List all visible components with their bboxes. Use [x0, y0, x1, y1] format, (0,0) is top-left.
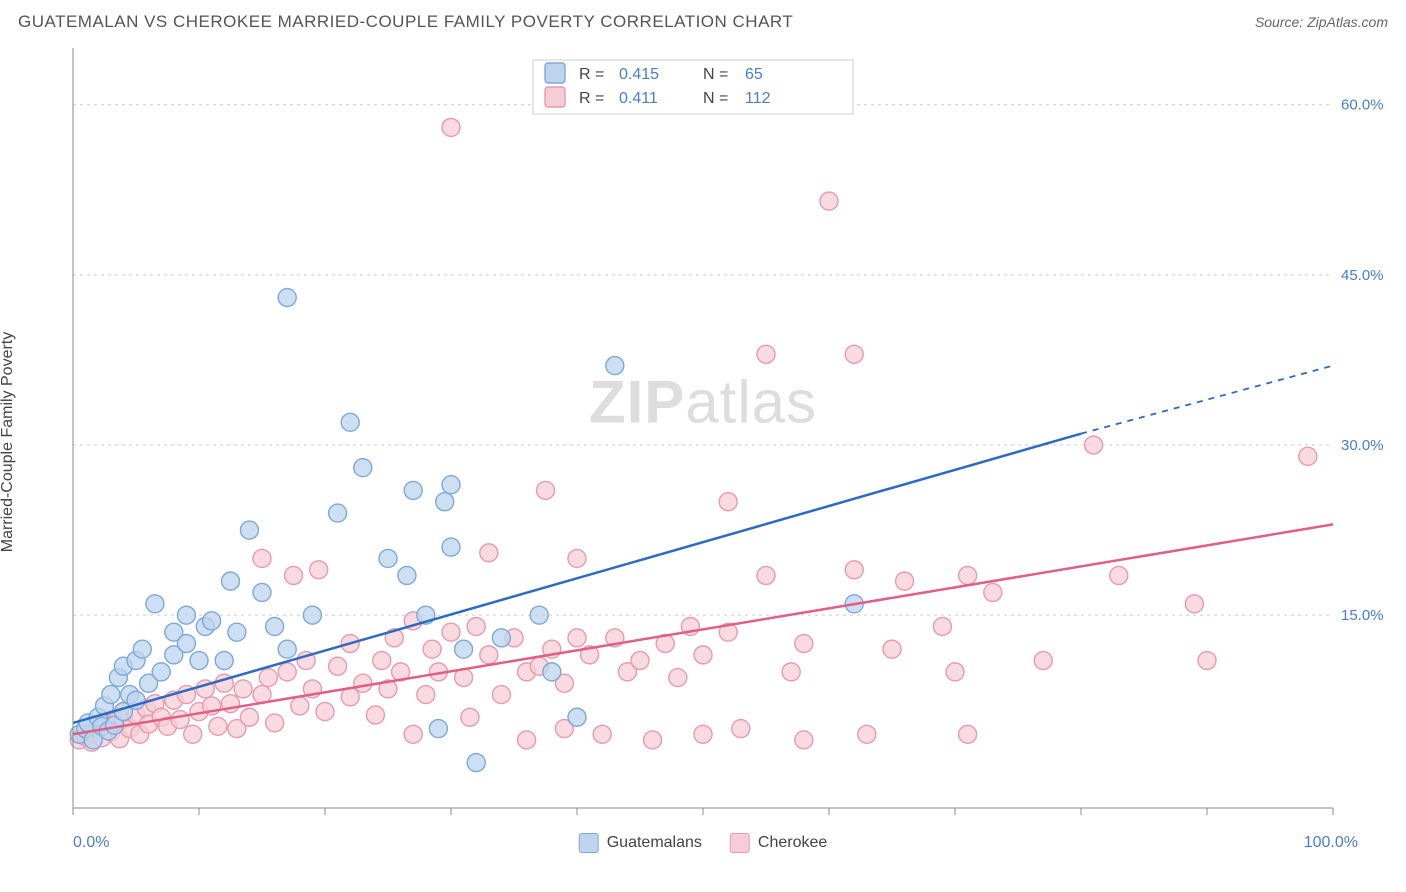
svg-text:0.415: 0.415: [619, 66, 659, 83]
x-max-label: 100.0%: [1304, 834, 1358, 852]
y-axis-label: Married-Couple Family Poverty: [0, 332, 17, 553]
svg-text:60.0%: 60.0%: [1341, 97, 1384, 114]
scatter-chart: 15.0% 30.0% 45.0% 60.0% ZIPatlas R = 0.415 N = 6…: [18, 38, 1388, 828]
svg-text:65: 65: [745, 66, 763, 83]
legend-item-cherokee: Cherokee: [730, 833, 827, 853]
legend-label: Guatemalans: [607, 834, 702, 852]
chart-title: GUATEMALAN VS CHEROKEE MARRIED-COUPLE FA…: [18, 12, 793, 32]
legend-item-guatemalans: Guatemalans: [579, 833, 702, 853]
bottom-legend: 0.0% Guatemalans Cherokee 100.0%: [18, 834, 1388, 852]
source-label: Source: ZipAtlas.com: [1255, 14, 1388, 30]
svg-text:30.0%: 30.0%: [1341, 437, 1384, 454]
svg-text:15.0%: 15.0%: [1341, 607, 1384, 624]
legend-swatch: [730, 833, 750, 853]
legend-label: Cherokee: [758, 834, 827, 852]
svg-text:R =: R =: [579, 66, 604, 83]
svg-text:112: 112: [745, 90, 771, 107]
chart-container: Married-Couple Family Poverty 15.0%30.0%…: [18, 38, 1388, 828]
svg-text:N =: N =: [703, 90, 728, 107]
svg-text:ZIPatlas: ZIPatlas: [589, 368, 817, 435]
svg-text:R =: R =: [579, 90, 604, 107]
svg-text:N =: N =: [703, 66, 728, 83]
legend-swatch: [579, 833, 599, 853]
x-min-label: 0.0%: [73, 834, 109, 852]
svg-text:45.0%: 45.0%: [1341, 267, 1384, 284]
svg-text:0.411: 0.411: [619, 90, 658, 107]
